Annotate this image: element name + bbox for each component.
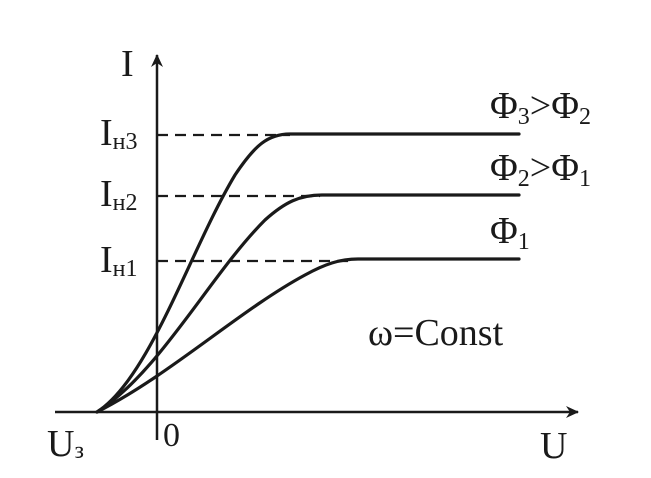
curve-label-phi1: Φ1	[490, 210, 530, 255]
curve-phi2	[95, 193, 521, 414]
x-axis-label: U	[540, 425, 567, 467]
curve-label-phi3: Φ3>Φ2	[490, 85, 591, 130]
curve-label-phi2: Φ2>Φ1	[490, 147, 591, 192]
level-label-in2: Iн2	[100, 173, 138, 216]
condition-label: ω=Const	[368, 312, 504, 354]
origin-label: 0	[163, 417, 180, 454]
y-axis-label: I	[121, 43, 134, 85]
cutoff-voltage-label: Uз	[47, 423, 84, 465]
curve-phi3	[95, 132, 521, 414]
curve-phi1	[95, 257, 521, 414]
level-label-in1: Iн1	[100, 239, 138, 282]
level-label-in3: Iн3	[100, 112, 138, 155]
